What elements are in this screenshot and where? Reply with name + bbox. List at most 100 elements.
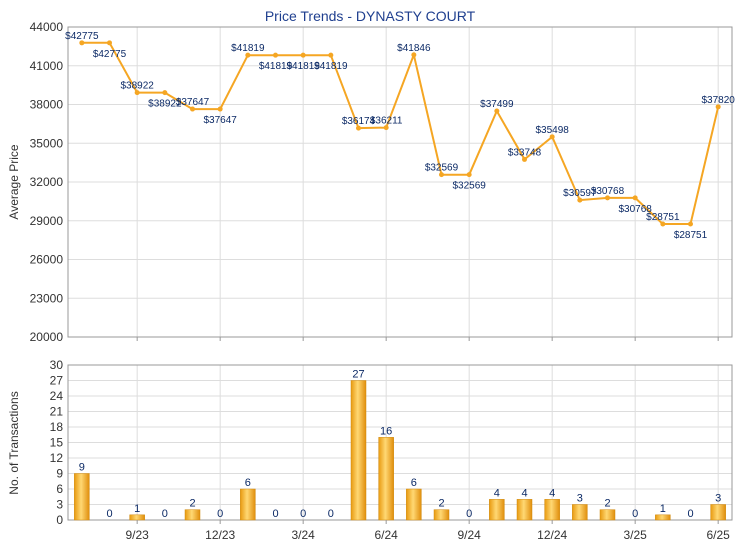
price-data-point <box>466 172 472 178</box>
transactions-plot-border <box>67 364 733 521</box>
price-data-point <box>190 106 195 112</box>
price-y-tick-label: 35000 <box>30 136 64 150</box>
transactions-bar <box>710 504 726 521</box>
transactions-y-tick-label: 3 <box>56 498 63 512</box>
price-data-label: $28751 <box>646 212 680 223</box>
transactions-bar-label: 0 <box>300 508 306 520</box>
transactions-y-tick-label: 15 <box>50 436 64 450</box>
price-data-point <box>577 197 583 203</box>
transactions-bar <box>406 488 422 521</box>
price-data-point <box>632 195 638 201</box>
price-y-tick-label: 26000 <box>30 253 64 267</box>
price-data-point <box>439 172 444 178</box>
price-y-tick-label: 29000 <box>30 214 64 228</box>
price-data-label: $38922 <box>148 99 182 110</box>
x-tick-label: 3/25 <box>623 528 647 542</box>
transactions-bar <box>184 509 201 521</box>
price-data-label: $42775 <box>65 31 99 42</box>
transactions-bar-label: 2 <box>189 498 195 510</box>
transactions-bar <box>350 380 367 521</box>
price-data-label: $35498 <box>535 125 569 136</box>
x-tick-label: 3/24 <box>291 528 315 542</box>
transactions-bar <box>378 437 394 521</box>
price-data-point <box>245 52 251 58</box>
transactions-bar <box>240 488 256 521</box>
price-data-point <box>549 134 555 140</box>
price-data-point <box>134 90 140 96</box>
price-data-point <box>162 90 168 96</box>
transactions-bar-label: 0 <box>328 508 334 520</box>
price-data-point <box>217 106 223 112</box>
transactions-y-tick-label: 12 <box>50 451 64 465</box>
price-y-tick-label: 23000 <box>30 291 64 305</box>
transactions-bar <box>129 514 145 521</box>
transactions-bar-label: 1 <box>660 503 666 515</box>
transactions-bar-label: 6 <box>245 477 251 489</box>
price-data-label: $36211 <box>370 116 403 127</box>
price-data-label: $37647 <box>176 97 210 108</box>
price-data-label: $41819 <box>286 61 320 72</box>
price-data-point <box>300 52 306 58</box>
price-data-label: $30768 <box>591 186 625 197</box>
transactions-y-tick-label: 21 <box>50 405 64 419</box>
transactions-bar-label: 0 <box>466 508 472 520</box>
x-tick-label: 9/23 <box>125 528 149 542</box>
price-data-point <box>522 156 527 162</box>
price-data-point <box>411 52 417 58</box>
transactions-y-tick-label: 6 <box>56 482 63 496</box>
price-data-label: $30597 <box>563 188 597 199</box>
x-tick-label: 6/24 <box>374 528 398 542</box>
transactions-bar <box>572 504 588 521</box>
transactions-bar-label: 0 <box>106 508 112 520</box>
price-data-label: $33748 <box>508 147 542 158</box>
transactions-bar <box>433 509 450 521</box>
price-data-point <box>383 125 389 131</box>
transactions-bar-label: 2 <box>604 498 610 510</box>
price-data-label: $41846 <box>397 43 431 54</box>
price-series-line <box>81 41 720 225</box>
transactions-bar-label: 16 <box>380 425 392 437</box>
price-data-point <box>494 108 500 114</box>
transactions-bar <box>489 499 505 521</box>
transactions-axis-label: No. of Transactions <box>7 391 21 494</box>
price-data-label: $37820 <box>701 95 735 106</box>
transactions-y-tick-label: 9 <box>56 467 63 481</box>
transactions-bar-label: 4 <box>494 487 500 499</box>
transactions-bar <box>74 473 90 521</box>
price-data-point <box>273 52 278 58</box>
price-data-label: $38922 <box>120 81 154 92</box>
price-axis-label: Average Price <box>7 144 21 219</box>
transactions-bar-label: 0 <box>162 508 168 520</box>
transactions-y-tick-label: 18 <box>50 420 64 434</box>
transactions-bar-label: 0 <box>632 508 638 520</box>
price-data-label: $41819 <box>231 43 265 54</box>
price-data-label: $37499 <box>480 99 514 110</box>
price-data-point <box>79 40 85 46</box>
price-data-point <box>107 40 112 46</box>
x-tick-label: 12/23 <box>205 528 235 542</box>
transactions-bar <box>655 514 671 521</box>
transactions-bar <box>599 509 616 521</box>
price-data-label: $42775 <box>93 49 127 60</box>
transactions-y-tick-label: 27 <box>50 374 64 388</box>
x-tick-label: 9/24 <box>457 528 481 542</box>
price-data-label: $36174 <box>342 116 376 127</box>
price-data-label: $32569 <box>452 181 486 192</box>
transactions-y-tick-label: 30 <box>50 358 64 372</box>
price-data-label: $41819 <box>314 61 348 72</box>
price-y-tick-label: 32000 <box>30 175 64 189</box>
price-data-point <box>660 221 666 227</box>
price-data-label: $32569 <box>425 163 459 174</box>
x-tick-label: 12/24 <box>537 528 567 542</box>
transactions-bar-label: 3 <box>715 493 721 505</box>
chart-title: Price Trends - DYNASTY COURT <box>265 8 476 24</box>
price-plot-border <box>67 26 733 338</box>
transactions-bar-label: 1 <box>134 503 140 515</box>
transactions-bar-label: 0 <box>272 508 278 520</box>
price-data-point <box>356 125 361 131</box>
price-data-label: $30768 <box>618 204 652 215</box>
transactions-bar-label: 0 <box>687 508 693 520</box>
price-data-label: $41819 <box>259 61 293 72</box>
transactions-y-tick-label: 24 <box>50 389 64 403</box>
